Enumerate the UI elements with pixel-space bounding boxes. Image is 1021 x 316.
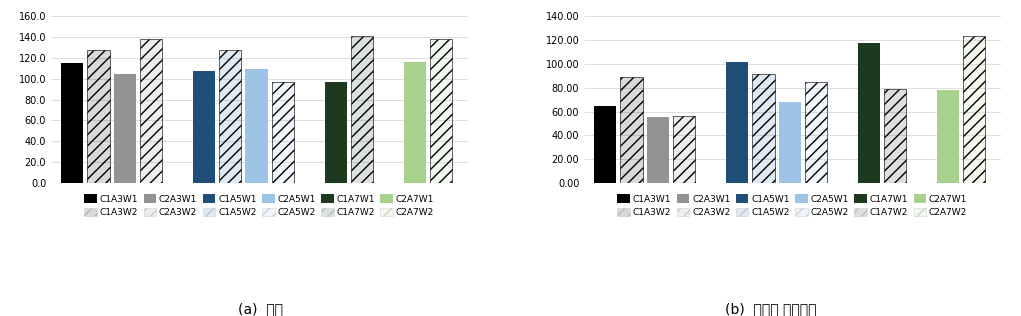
Bar xyxy=(430,39,452,183)
Legend: C1A3W1, C1A3W2, C2A3W1, C2A3W2, C1A5W1, C1A5W2, C2A5W1, C2A5W2, C1A7W1, C1A7W2, : C1A3W1, C1A3W2, C2A3W1, C2A3W2, C1A5W1, … xyxy=(618,194,967,217)
Bar xyxy=(726,63,748,183)
Bar xyxy=(272,82,294,183)
Bar xyxy=(594,106,617,183)
Bar xyxy=(140,39,162,183)
Bar xyxy=(621,77,643,183)
Bar xyxy=(673,116,695,183)
Bar xyxy=(245,69,268,183)
Text: (a)  강재: (a) 강재 xyxy=(238,302,283,316)
Bar xyxy=(220,50,242,183)
Bar xyxy=(351,36,374,183)
Bar xyxy=(61,63,84,183)
Text: (b)  시멘트 페이스트: (b) 시멘트 페이스트 xyxy=(725,302,817,316)
Bar xyxy=(646,118,669,183)
Bar xyxy=(673,116,695,183)
Bar xyxy=(87,50,109,183)
Bar xyxy=(884,89,907,183)
Bar xyxy=(805,82,827,183)
Bar xyxy=(403,62,426,183)
Legend: C1A3W1, C1A3W2, C2A3W1, C2A3W2, C1A5W1, C1A5W2, C2A5W1, C2A5W2, C1A7W1, C1A7W2, : C1A3W1, C1A3W2, C2A3W1, C2A3W2, C1A5W1, … xyxy=(85,194,434,217)
Bar xyxy=(963,36,985,183)
Bar xyxy=(272,82,294,183)
Bar xyxy=(778,102,800,183)
Bar xyxy=(858,43,880,183)
Bar xyxy=(936,90,959,183)
Bar xyxy=(884,89,907,183)
Bar xyxy=(220,50,242,183)
Bar xyxy=(752,75,775,183)
Bar xyxy=(805,82,827,183)
Bar xyxy=(621,77,643,183)
Bar xyxy=(430,39,452,183)
Bar xyxy=(351,36,374,183)
Bar xyxy=(963,36,985,183)
Bar xyxy=(325,82,347,183)
Bar xyxy=(113,75,136,183)
Bar xyxy=(87,50,109,183)
Bar xyxy=(752,75,775,183)
Bar xyxy=(140,39,162,183)
Bar xyxy=(193,71,215,183)
